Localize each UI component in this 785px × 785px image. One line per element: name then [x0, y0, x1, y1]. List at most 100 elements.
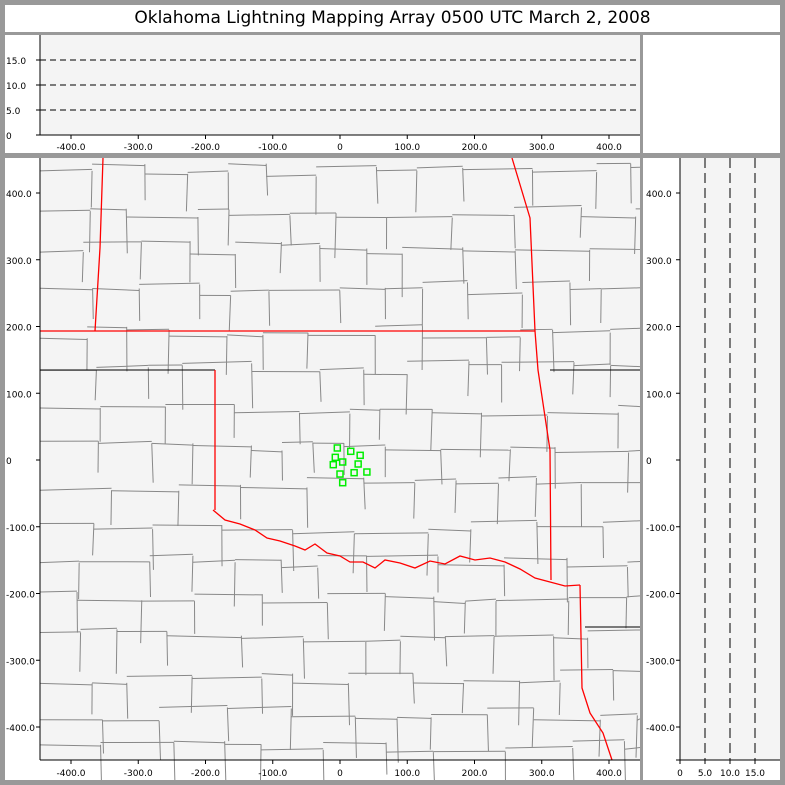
county-line — [625, 597, 628, 629]
county-line — [291, 715, 356, 718]
county-line — [251, 363, 254, 409]
county-line — [227, 209, 230, 246]
county-line — [454, 480, 457, 513]
county-line — [402, 246, 463, 250]
x-tick-label: 400.0 — [596, 769, 622, 779]
county-line — [197, 208, 230, 211]
county-line — [600, 713, 638, 716]
county-line — [522, 280, 570, 283]
county-line — [126, 682, 129, 719]
county-line — [481, 414, 548, 417]
county-line — [601, 287, 640, 290]
county-line — [39, 590, 78, 593]
county-line — [366, 554, 438, 557]
county-line — [536, 481, 582, 485]
county-line — [151, 443, 154, 483]
county-line — [426, 533, 429, 576]
county-line — [125, 208, 128, 254]
lightning-source-marker — [350, 468, 358, 477]
county-line — [319, 248, 367, 251]
county-line — [319, 367, 364, 371]
county-line — [428, 528, 471, 532]
county-line — [462, 168, 533, 171]
county-line — [515, 249, 590, 252]
county-line — [385, 742, 388, 775]
county-line — [181, 365, 184, 410]
county-line — [96, 364, 149, 368]
county-line — [623, 741, 626, 780]
county-line — [190, 253, 236, 256]
county-line — [92, 523, 95, 556]
county-line — [602, 520, 640, 523]
county-line — [440, 448, 511, 451]
county-line — [177, 490, 180, 526]
county-line — [144, 173, 188, 176]
county-line — [452, 214, 515, 216]
county-line — [494, 634, 554, 637]
county-line — [249, 445, 252, 478]
y-tick-label: -400.0 — [646, 724, 675, 734]
county-line — [635, 715, 638, 758]
county-line — [281, 242, 320, 246]
county-line — [94, 370, 97, 401]
county-line — [98, 440, 152, 444]
county-line — [192, 676, 262, 680]
lightning-source-marker — [354, 460, 362, 468]
county-line — [228, 213, 290, 216]
county-line — [316, 165, 377, 168]
county-line — [552, 329, 555, 373]
county-line — [312, 442, 315, 473]
y-tick-label: 10.0 — [6, 82, 26, 92]
county-line — [366, 253, 403, 255]
county-line — [414, 478, 457, 481]
county-line — [610, 327, 640, 330]
county-line — [504, 557, 567, 561]
county-line — [547, 412, 619, 415]
state-border-red — [94, 158, 104, 332]
county-line — [385, 449, 441, 452]
county-line — [503, 564, 506, 597]
county-line — [422, 280, 468, 283]
y-tick-label: -200.0 — [646, 591, 675, 601]
county-line — [92, 682, 127, 685]
county-line — [87, 326, 127, 329]
county-line — [609, 365, 612, 398]
x-tick-label: 300.0 — [529, 769, 555, 779]
x-tick-label: 300.0 — [529, 143, 555, 153]
y-tick-label: 0 — [6, 132, 12, 142]
county-line — [566, 565, 628, 568]
county-line — [627, 452, 630, 493]
county-line — [226, 334, 263, 338]
county-line — [192, 559, 236, 563]
county-line — [569, 288, 602, 291]
lightning-source-marker — [363, 468, 371, 476]
county-line — [536, 521, 539, 565]
county-line — [187, 170, 229, 173]
county-line — [234, 411, 300, 414]
county-line — [463, 680, 520, 682]
y-tick-label: 100.0 — [6, 390, 32, 400]
county-line — [437, 564, 505, 567]
county-line — [624, 747, 640, 750]
county-line — [518, 680, 521, 726]
county-line — [169, 335, 227, 338]
county-line — [432, 752, 435, 780]
county-line — [469, 529, 472, 563]
county-line — [407, 359, 470, 362]
county-line — [281, 441, 313, 444]
x-tick-label: 200.0 — [462, 143, 488, 153]
county-line — [463, 601, 466, 634]
county-line — [167, 329, 170, 374]
county-line — [510, 446, 556, 449]
county-line — [178, 484, 241, 487]
county-line — [149, 553, 193, 557]
county-line — [456, 482, 499, 485]
county-line — [627, 560, 640, 563]
y-tick-label: 200.0 — [6, 324, 32, 334]
county-line — [626, 595, 640, 598]
y-tick-label: -300.0 — [6, 657, 35, 667]
county-line — [396, 718, 399, 763]
county-line — [227, 706, 292, 709]
county-line — [292, 682, 349, 685]
lightning-source-marker — [331, 453, 340, 462]
